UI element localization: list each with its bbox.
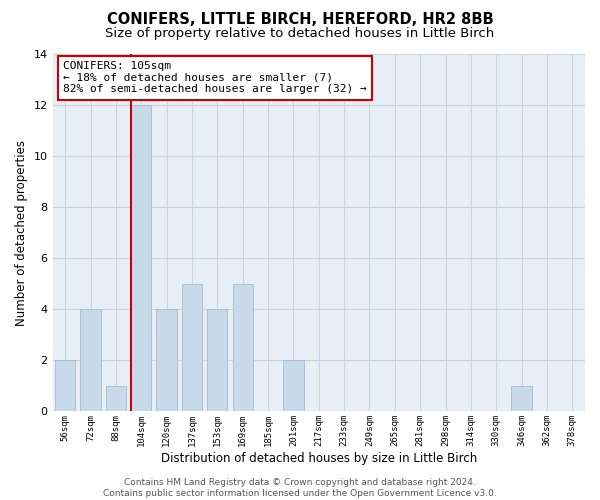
Text: CONIFERS: 105sqm
← 18% of detached houses are smaller (7)
82% of semi-detached h: CONIFERS: 105sqm ← 18% of detached house…: [63, 61, 367, 94]
Bar: [80, 310, 101, 412]
Bar: [207, 310, 227, 412]
X-axis label: Distribution of detached houses by size in Little Birch: Distribution of detached houses by size …: [161, 452, 477, 465]
Bar: [511, 386, 532, 411]
Text: Size of property relative to detached houses in Little Birch: Size of property relative to detached ho…: [106, 28, 494, 40]
Bar: [182, 284, 202, 412]
Text: CONIFERS, LITTLE BIRCH, HEREFORD, HR2 8BB: CONIFERS, LITTLE BIRCH, HEREFORD, HR2 8B…: [107, 12, 493, 28]
Bar: [283, 360, 304, 412]
Bar: [106, 386, 126, 411]
Text: Contains HM Land Registry data © Crown copyright and database right 2024.
Contai: Contains HM Land Registry data © Crown c…: [103, 478, 497, 498]
Bar: [55, 360, 76, 412]
Bar: [157, 310, 177, 412]
Bar: [233, 284, 253, 412]
Bar: [131, 105, 151, 412]
Y-axis label: Number of detached properties: Number of detached properties: [15, 140, 28, 326]
